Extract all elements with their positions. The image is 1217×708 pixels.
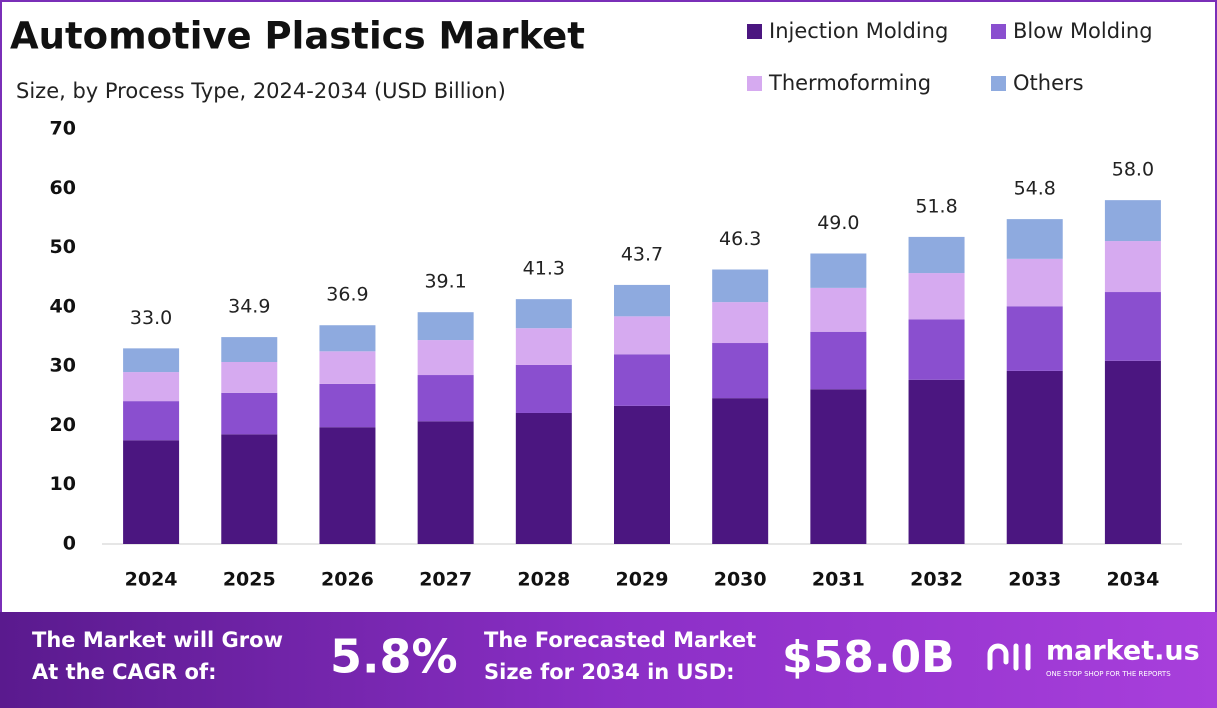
bar-segment	[221, 392, 278, 435]
x-tick-label: 2033	[1008, 569, 1061, 591]
x-tick-label: 2025	[223, 569, 276, 591]
y-tick-label: 70	[50, 118, 76, 140]
bar-segment	[221, 361, 278, 393]
legend-swatch	[747, 76, 762, 91]
total-label: 34.9	[228, 296, 270, 318]
total-label: 39.1	[424, 271, 466, 293]
legend-label: Blow Molding	[1013, 19, 1153, 43]
x-tick-label: 2026	[321, 569, 374, 591]
total-label: 36.9	[326, 284, 368, 306]
x-tick-label: 2029	[616, 569, 669, 591]
bar-segment	[1006, 219, 1063, 259]
footer-text: The Market will Grow	[32, 628, 283, 652]
legend-label: Thermoforming	[768, 71, 931, 95]
bar-segment	[614, 284, 670, 317]
bar-segment	[1104, 292, 1161, 361]
bar-segment	[1006, 258, 1063, 307]
x-tick-label: 2034	[1106, 569, 1159, 591]
legend-swatch	[747, 24, 762, 39]
total-label: 58.0	[1112, 159, 1154, 181]
x-tick-label: 2031	[812, 569, 865, 591]
bar-segment	[319, 383, 376, 428]
bar-segment	[221, 337, 278, 362]
y-tick-label: 30	[50, 355, 76, 377]
bar-segment	[712, 398, 769, 544]
bar-segment	[908, 236, 965, 274]
total-label: 33.0	[130, 307, 172, 329]
bar-segment	[712, 302, 769, 344]
x-tick-label: 2024	[125, 569, 178, 591]
legend-label: Injection Molding	[769, 19, 948, 43]
bar-segment	[417, 421, 474, 544]
bar-segment	[515, 328, 572, 365]
bar-segment	[908, 319, 965, 380]
x-tick-label: 2032	[910, 569, 963, 591]
legend-swatch	[991, 76, 1006, 91]
legend-label: Others	[1013, 71, 1084, 95]
bar-segment	[319, 427, 376, 544]
bar-segment	[123, 401, 180, 441]
footer-text: At the CAGR of:	[32, 660, 217, 684]
bar-segment	[614, 354, 670, 406]
y-tick-label: 10	[50, 473, 76, 495]
footer-value: $58.0B	[782, 632, 955, 683]
chart-subtitle: Size, by Process Type, 2024-2034 (USD Bi…	[16, 79, 506, 103]
bar-segment	[908, 379, 965, 544]
logo-text: market.us	[1046, 636, 1200, 667]
total-label: 51.8	[915, 195, 957, 217]
total-label: 49.0	[817, 212, 859, 234]
x-tick-label: 2027	[419, 569, 472, 591]
bar-segment	[123, 440, 180, 544]
y-tick-label: 20	[50, 414, 76, 436]
bar-segment	[614, 405, 670, 544]
bar-segment	[515, 299, 572, 329]
bar-segment	[515, 364, 572, 413]
logo-icon	[987, 643, 1031, 671]
bar-segment	[810, 287, 867, 332]
y-tick-label: 0	[63, 533, 76, 555]
footer-value: 5.8%	[330, 630, 458, 684]
bar-segment	[221, 434, 278, 544]
bar-segment	[614, 316, 670, 355]
bar-segment	[319, 325, 376, 352]
bar-segment	[1104, 241, 1161, 293]
bar-segment	[712, 343, 769, 399]
bar-segment	[417, 340, 474, 376]
bar-segment	[123, 348, 180, 373]
total-label: 54.8	[1014, 178, 1056, 200]
bar-segment	[810, 331, 867, 390]
footer-text: Size for 2034 in USD:	[484, 660, 735, 684]
bar-segment	[810, 253, 867, 288]
legend-swatch	[991, 24, 1006, 39]
bar-segment	[417, 375, 474, 422]
y-tick-label: 40	[50, 295, 76, 317]
bar-segment	[417, 312, 474, 341]
total-label: 41.3	[523, 258, 565, 280]
bar-segment	[1006, 370, 1063, 544]
chart-title: Automotive Plastics Market	[10, 15, 585, 58]
bar-segment	[810, 389, 867, 544]
y-tick-label: 50	[50, 236, 76, 258]
bar-segment	[515, 412, 572, 544]
footer-text: The Forecasted Market	[484, 628, 756, 652]
x-tick-label: 2030	[714, 569, 767, 591]
bar-segment	[1104, 360, 1161, 544]
total-label: 43.7	[621, 243, 663, 265]
total-label: 46.3	[719, 228, 761, 250]
bar-segment	[123, 372, 180, 402]
bar-segment	[908, 273, 965, 320]
bar-segment	[319, 351, 376, 384]
bar-segment	[1104, 200, 1161, 242]
bar-segment	[1006, 306, 1063, 371]
bar-segment	[712, 269, 769, 303]
x-tick-label: 2028	[517, 569, 570, 591]
logo-tagline: ONE STOP SHOP FOR THE REPORTS	[1046, 670, 1171, 678]
y-tick-label: 60	[50, 177, 76, 199]
